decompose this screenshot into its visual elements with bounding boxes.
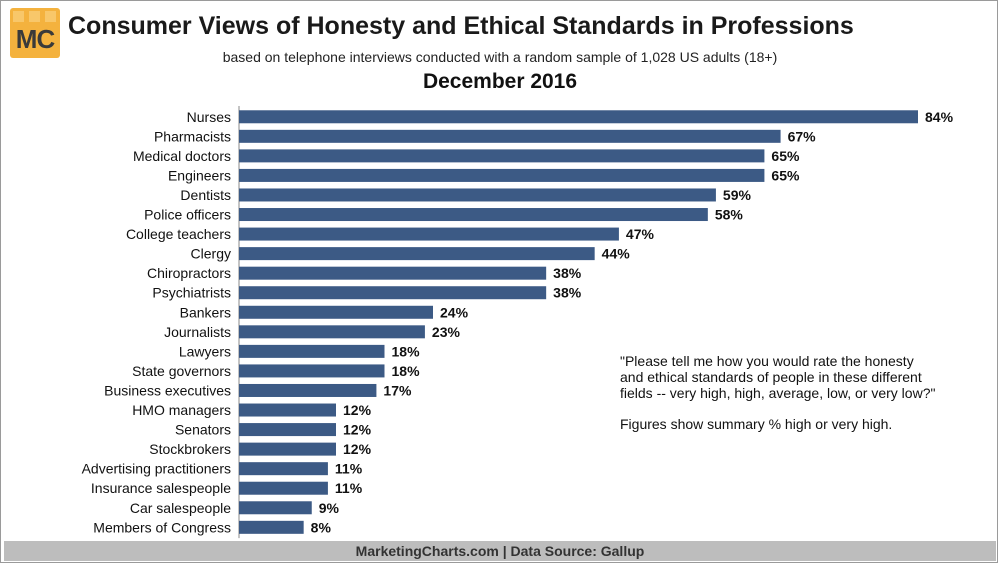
category-label: Bankers	[180, 304, 231, 320]
category-label: Stockbrokers	[149, 441, 231, 457]
bar	[239, 305, 433, 319]
category-label: State governors	[132, 363, 231, 379]
bar	[239, 247, 595, 261]
category-label: Insurance salespeople	[91, 480, 231, 496]
value-label: 12%	[343, 402, 372, 418]
value-label: 18%	[392, 343, 421, 359]
value-label: 8%	[311, 519, 332, 535]
value-label: 23%	[432, 324, 461, 340]
bar	[239, 208, 708, 222]
category-label: Dentists	[180, 187, 231, 203]
bar	[239, 266, 547, 280]
category-label: Members of Congress	[93, 519, 231, 535]
category-label: HMO managers	[132, 402, 231, 418]
category-label: Car salespeople	[130, 500, 231, 516]
value-label: 24%	[440, 304, 469, 320]
value-label: 17%	[383, 382, 412, 398]
category-label: Clergy	[191, 246, 231, 262]
bar	[239, 364, 385, 378]
bar	[239, 403, 336, 417]
category-label: Chiropractors	[147, 265, 231, 281]
logo-letters: MC	[15, 24, 55, 54]
category-label: Business executives	[104, 382, 231, 398]
value-label: 12%	[343, 422, 372, 438]
marketingcharts-logo: MC	[10, 8, 60, 58]
logo-block	[13, 11, 24, 22]
category-label: Lawyers	[179, 343, 231, 359]
category-label: Police officers	[144, 207, 231, 223]
bar	[239, 188, 716, 202]
bar	[239, 286, 547, 300]
value-label: 65%	[771, 148, 800, 164]
bar	[239, 520, 304, 534]
category-label: Psychiatrists	[152, 285, 231, 301]
bar	[239, 481, 328, 495]
value-label: 11%	[335, 480, 363, 496]
value-label: 18%	[392, 363, 421, 379]
value-label: 58%	[715, 207, 744, 223]
category-label: Journalists	[164, 324, 231, 340]
figures-note: Figures show summary % high or very high…	[620, 416, 893, 432]
bar	[239, 423, 336, 437]
category-label: Nurses	[187, 109, 231, 125]
survey-note: "Please tell me how you would rate the h…	[620, 353, 940, 447]
value-label: 9%	[319, 500, 340, 516]
bar	[239, 129, 781, 143]
category-label: Medical doctors	[133, 148, 231, 164]
logo-block	[45, 11, 56, 22]
logo-block	[29, 11, 40, 22]
value-label: 38%	[553, 285, 582, 301]
chart-title: Consumer Views of Honesty and Ethical St…	[68, 12, 854, 40]
bar	[239, 501, 312, 515]
bar	[239, 442, 336, 456]
chart-subtitle: based on telephone interviews conducted …	[222, 49, 778, 65]
value-label: 59%	[723, 187, 752, 203]
bar	[239, 149, 765, 163]
value-label: 67%	[788, 128, 817, 144]
bar-chart: Nurses 84% Pharmacists 67% Medical doctors 65…	[82, 106, 954, 539]
value-label: 65%	[771, 167, 800, 183]
footer-source: MarketingCharts.com | Data Source: Gallu…	[4, 541, 996, 561]
value-label: 11%	[335, 461, 363, 477]
bar	[239, 383, 377, 397]
bar	[239, 110, 918, 124]
bar	[239, 344, 385, 358]
chart-date: December 2016	[422, 70, 578, 93]
value-label: 84%	[925, 109, 954, 125]
category-label: Engineers	[168, 167, 231, 183]
category-label: Advertising practitioners	[82, 461, 231, 477]
bar	[239, 168, 765, 182]
category-label: College teachers	[126, 226, 231, 242]
bar	[239, 325, 425, 339]
category-label: Pharmacists	[154, 128, 231, 144]
bar	[239, 462, 328, 476]
survey-question: "Please tell me how you would rate the h…	[620, 353, 936, 401]
value-label: 12%	[343, 441, 372, 457]
bar	[239, 227, 619, 241]
category-label: Senators	[175, 422, 231, 438]
value-label: 47%	[626, 226, 655, 242]
value-label: 38%	[553, 265, 582, 281]
value-label: 44%	[602, 246, 631, 262]
